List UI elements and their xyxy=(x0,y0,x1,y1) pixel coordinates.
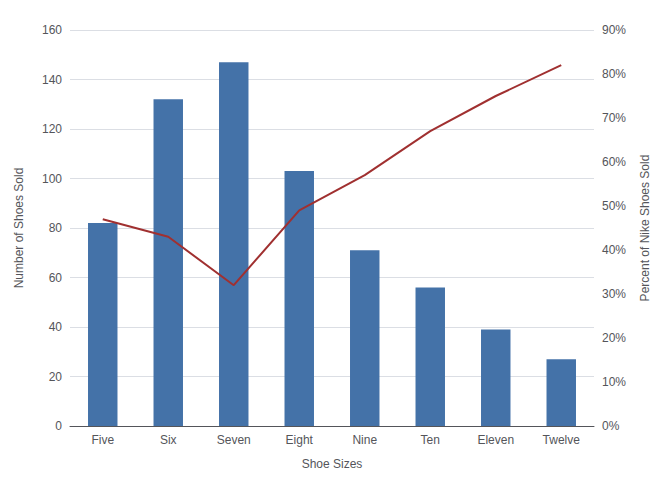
svg-text:40: 40 xyxy=(49,320,63,334)
svg-text:Nine: Nine xyxy=(352,433,377,447)
svg-text:Ten: Ten xyxy=(421,433,440,447)
svg-text:Five: Five xyxy=(91,433,114,447)
svg-text:0%: 0% xyxy=(602,419,620,433)
svg-text:160: 160 xyxy=(42,23,62,37)
svg-text:Eight: Eight xyxy=(286,433,314,447)
svg-text:Seven: Seven xyxy=(217,433,251,447)
svg-text:30%: 30% xyxy=(602,287,626,301)
svg-text:40%: 40% xyxy=(602,243,626,257)
svg-text:70%: 70% xyxy=(602,111,626,125)
svg-text:100: 100 xyxy=(42,172,62,186)
svg-text:80: 80 xyxy=(49,221,63,235)
svg-text:60%: 60% xyxy=(602,155,626,169)
svg-text:Number of Shoes Sold: Number of Shoes Sold xyxy=(12,168,26,289)
svg-text:10%: 10% xyxy=(602,375,626,389)
svg-text:50%: 50% xyxy=(602,199,626,213)
svg-text:Twelve: Twelve xyxy=(543,433,581,447)
svg-text:Six: Six xyxy=(160,433,177,447)
svg-text:20: 20 xyxy=(49,370,63,384)
svg-text:120: 120 xyxy=(42,122,62,136)
svg-text:Eleven: Eleven xyxy=(477,433,514,447)
svg-text:Shoe Sizes: Shoe Sizes xyxy=(302,457,363,471)
svg-text:Percent of Nike Shoes Sold: Percent of Nike Shoes Sold xyxy=(638,155,652,302)
svg-text:60: 60 xyxy=(49,271,63,285)
svg-text:80%: 80% xyxy=(602,67,626,81)
svg-text:90%: 90% xyxy=(602,23,626,37)
svg-text:140: 140 xyxy=(42,73,62,87)
svg-text:20%: 20% xyxy=(602,331,626,345)
svg-text:0: 0 xyxy=(55,419,62,433)
